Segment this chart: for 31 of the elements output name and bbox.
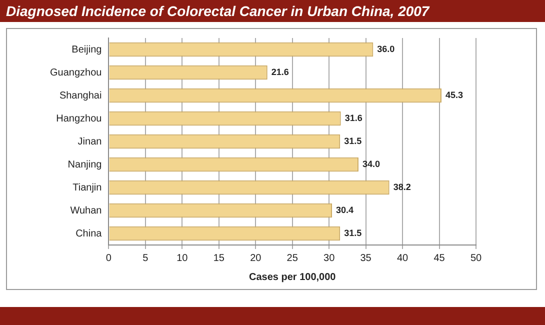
y-tick-label: Jinan [78, 136, 102, 148]
data-label: 30.4 [336, 204, 354, 215]
data-label: 34.0 [362, 158, 380, 169]
x-tick-label: 25 [286, 252, 298, 264]
data-label: 31.6 [344, 112, 362, 123]
data-label: 31.5 [344, 136, 362, 146]
data-label: 31.5 [344, 228, 362, 238]
y-tick-label: Nanjing [68, 159, 102, 170]
data-label: 45.3 [445, 90, 464, 100]
y-tick-label: Wuhan [70, 205, 102, 216]
y-tick-label: Guangzhou [50, 67, 102, 78]
x-tick-label: 5 [142, 252, 149, 264]
y-tick-label: Tianjin [72, 182, 102, 194]
x-tick-label: 35 [360, 252, 372, 264]
data-label: 21.6 [271, 66, 289, 77]
y-tick-label: Beijing [72, 44, 102, 56]
data-label: 38.2 [393, 182, 411, 192]
x-tick-label: 30 [324, 252, 336, 264]
x-tick-label: 10 [176, 252, 188, 264]
x-tick-label: 0 [106, 252, 112, 264]
x-tick-label: 40 [396, 252, 409, 264]
x-tick-label: 15 [213, 252, 225, 264]
x-tick-label: 50 [470, 252, 482, 264]
x-tick-label: 45 [434, 252, 446, 264]
x-axis-title: Cases per 100,000 [248, 272, 336, 283]
y-tick-label: Shanghai [59, 90, 102, 102]
y-tick-label: China [76, 228, 102, 240]
y-tick-label: Hangzhou [56, 113, 102, 124]
data-label: 36.0 [377, 44, 395, 54]
x-tick-label: 20 [250, 252, 262, 264]
chart-title: Diagnosed Incidence of Colorectal Cancer in Urban China, 2007 [0, 0, 545, 22]
